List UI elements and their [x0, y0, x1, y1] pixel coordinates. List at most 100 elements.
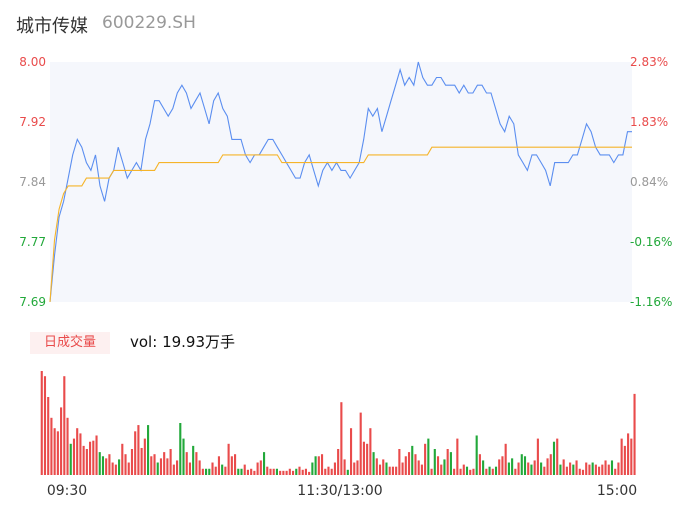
volume-bar: [530, 464, 533, 475]
volume-bar: [623, 445, 626, 475]
volume-bar: [63, 376, 66, 475]
volume-bar: [588, 464, 591, 475]
volume-bar: [536, 438, 539, 475]
volume-bar: [192, 445, 195, 475]
volume-bar: [533, 460, 536, 475]
volume-bar: [436, 456, 440, 475]
volume-bar: [366, 443, 369, 475]
volume-bar: [240, 468, 243, 475]
volume-bar: [153, 454, 156, 475]
volume-bar: [169, 449, 172, 475]
volume-bar: [614, 468, 617, 475]
volume-bar: [50, 417, 53, 475]
volume-bar: [108, 454, 111, 475]
volume-bar: [185, 452, 188, 475]
volume-bar: [72, 438, 76, 475]
volume-bar: [572, 464, 575, 475]
volume-bar: [578, 468, 581, 475]
volume-bar: [359, 412, 362, 475]
volume-bar: [417, 460, 420, 475]
volume-bar: [85, 449, 88, 475]
volume-bar: [237, 468, 240, 475]
volume-bar: [504, 443, 507, 475]
volume-bar: [459, 468, 462, 475]
volume-bar: [337, 449, 340, 475]
time-tick-label: 11:30/13:00: [297, 483, 382, 499]
volume-bar: [482, 460, 485, 475]
volume-bar: [395, 466, 398, 475]
volume-bar: [375, 458, 378, 475]
volume-bar: [124, 454, 127, 475]
volume-bar: [311, 462, 314, 475]
volume-bar: [118, 459, 121, 475]
volume-bar: [176, 460, 179, 475]
volume-bar: [89, 441, 92, 475]
volume-bar: [424, 443, 427, 475]
volume-bar: [98, 452, 101, 475]
volume-bar: [398, 449, 401, 475]
volume-bar: [388, 466, 391, 475]
volume-bar: [517, 462, 520, 475]
volume-bar: [105, 458, 108, 475]
volume-bar: [92, 440, 95, 475]
volume-bar: [262, 452, 266, 475]
volume-bar: [562, 459, 565, 475]
volume-bar: [449, 452, 452, 475]
volume-bar: [143, 438, 146, 475]
volume-bar: [298, 466, 301, 475]
volume-bar: [60, 407, 63, 475]
volume-bar: [246, 469, 249, 475]
volume-bar: [198, 460, 201, 475]
volume-bar: [79, 433, 82, 475]
volume-bar: [253, 470, 256, 475]
volume-bar: [224, 466, 227, 475]
volume-bar: [594, 464, 597, 475]
percent-axis-right: 2.83% 1.83% 0.84% -0.16% -1.16%: [630, 55, 672, 309]
volume-bar: [433, 449, 436, 475]
volume-bar: [69, 443, 72, 475]
volume-bar: [378, 464, 382, 475]
volume-bar: [137, 425, 140, 475]
volume-bar: [620, 438, 623, 475]
volume-bar: [369, 428, 372, 475]
volume-bar: [617, 462, 620, 475]
volume-bar: [491, 468, 494, 475]
volume-bar: [527, 462, 530, 475]
volume-readout: vol: 19.93万手: [130, 331, 235, 352]
volume-bar: [150, 456, 153, 475]
volume-bar: [269, 468, 272, 475]
volume-bar: [633, 393, 636, 475]
volume-bar: [208, 468, 211, 475]
volume-bar: [333, 462, 336, 475]
volume-bar: [420, 464, 423, 475]
price-area: [49, 61, 632, 303]
volume-bar: [76, 428, 79, 475]
volume-bar: [601, 464, 604, 475]
stock-name: 城市传媒: [16, 16, 88, 37]
volume-bar: [446, 449, 449, 475]
volume-bar: [111, 462, 114, 475]
volume-bar: [134, 431, 137, 475]
volume-bar: [349, 428, 353, 475]
volume-bar: [514, 468, 517, 475]
volume-bar: [304, 468, 307, 475]
volume-bar: [295, 468, 298, 475]
volume-bar: [272, 468, 275, 475]
volume-bar: [362, 441, 365, 475]
volume-bars: [40, 371, 636, 475]
volume-bar: [523, 456, 527, 475]
volume-bar: [430, 468, 433, 475]
volume-bar: [627, 433, 630, 475]
volume-bar: [581, 469, 585, 475]
average-price-line: [49, 146, 632, 303]
volume-bar: [140, 447, 143, 475]
volume-bar: [391, 466, 394, 475]
percent-tick-label: -0.16%: [630, 235, 672, 249]
volume-bar: [546, 458, 549, 475]
volume-bar: [291, 470, 295, 475]
volume-bar: [478, 454, 481, 475]
volume-bar: [163, 452, 166, 475]
volume-bar: [221, 464, 224, 475]
volume-bar: [485, 468, 488, 475]
